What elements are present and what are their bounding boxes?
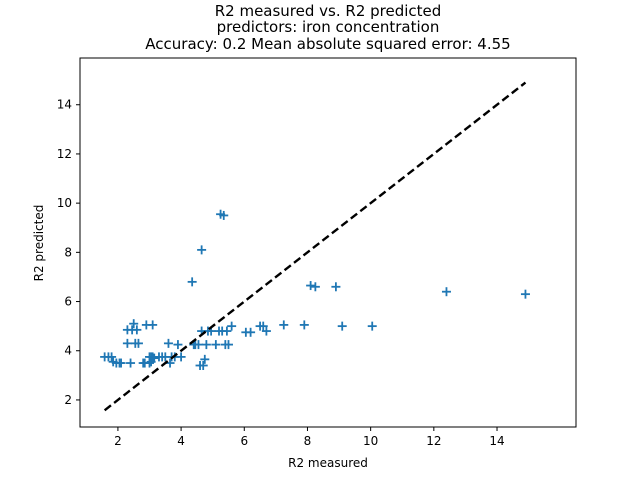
data-point xyxy=(176,352,186,362)
data-point xyxy=(211,340,221,350)
x-tick-label: 6 xyxy=(240,434,248,448)
data-point xyxy=(107,352,117,362)
data-point xyxy=(261,326,271,336)
y-tick-label: 6 xyxy=(64,295,72,309)
y-tick-label: 10 xyxy=(57,196,72,210)
data-point xyxy=(441,287,451,297)
data-point xyxy=(258,321,268,331)
data-point xyxy=(198,361,208,370)
data-point xyxy=(299,320,309,330)
data-point xyxy=(306,281,316,291)
data-point xyxy=(197,245,207,255)
plot-area xyxy=(100,81,530,412)
x-tick-label: 8 xyxy=(304,434,312,448)
data-point xyxy=(331,282,341,292)
data-point xyxy=(223,340,233,350)
data-point xyxy=(129,319,139,329)
data-point xyxy=(132,325,142,335)
data-point xyxy=(520,289,530,299)
data-point xyxy=(148,320,158,330)
data-point xyxy=(367,321,377,331)
y-axis-label: R2 predicted xyxy=(32,205,46,282)
data-point xyxy=(133,338,143,348)
y-tick-label: 4 xyxy=(64,344,72,358)
reference-line xyxy=(103,81,527,412)
x-tick-label: 4 xyxy=(177,434,185,448)
data-point xyxy=(279,320,289,330)
data-point xyxy=(149,353,159,363)
y-tick-label: 8 xyxy=(64,245,72,259)
y-tick-label: 12 xyxy=(57,147,72,161)
data-point xyxy=(219,210,229,220)
chart-title-line-3: Accuracy: 0.2 Mean absolute squared erro… xyxy=(145,35,510,53)
data-point xyxy=(122,338,132,348)
x-tick-label: 12 xyxy=(426,434,441,448)
y-axis: 2 4 6 8 10 12 14 xyxy=(57,98,80,407)
x-tick-label: 14 xyxy=(489,434,504,448)
chart-title-line-2: predictors: iron concentration xyxy=(217,18,440,36)
x-axis-label: R2 measured xyxy=(288,456,368,470)
data-point xyxy=(200,354,210,364)
plot-frame xyxy=(79,57,577,428)
data-point xyxy=(201,340,211,350)
data-point xyxy=(187,277,197,287)
x-tick-label: 10 xyxy=(363,434,378,448)
data-point xyxy=(227,321,237,331)
data-point xyxy=(222,326,232,336)
data-point xyxy=(337,321,347,331)
data-point xyxy=(310,282,320,292)
data-point xyxy=(173,340,183,350)
x-axis: 2 4 6 8 10 12 14 xyxy=(114,427,505,448)
y-tick-label: 14 xyxy=(57,98,72,112)
data-point xyxy=(126,358,136,368)
data-point xyxy=(116,358,126,368)
x-tick-label: 2 xyxy=(114,434,122,448)
chart-title-line-1: R2 measured vs. R2 predicted xyxy=(215,2,442,20)
data-point xyxy=(193,340,203,350)
y-tick-label: 2 xyxy=(64,393,72,407)
data-point xyxy=(246,327,256,337)
data-point xyxy=(163,338,173,348)
